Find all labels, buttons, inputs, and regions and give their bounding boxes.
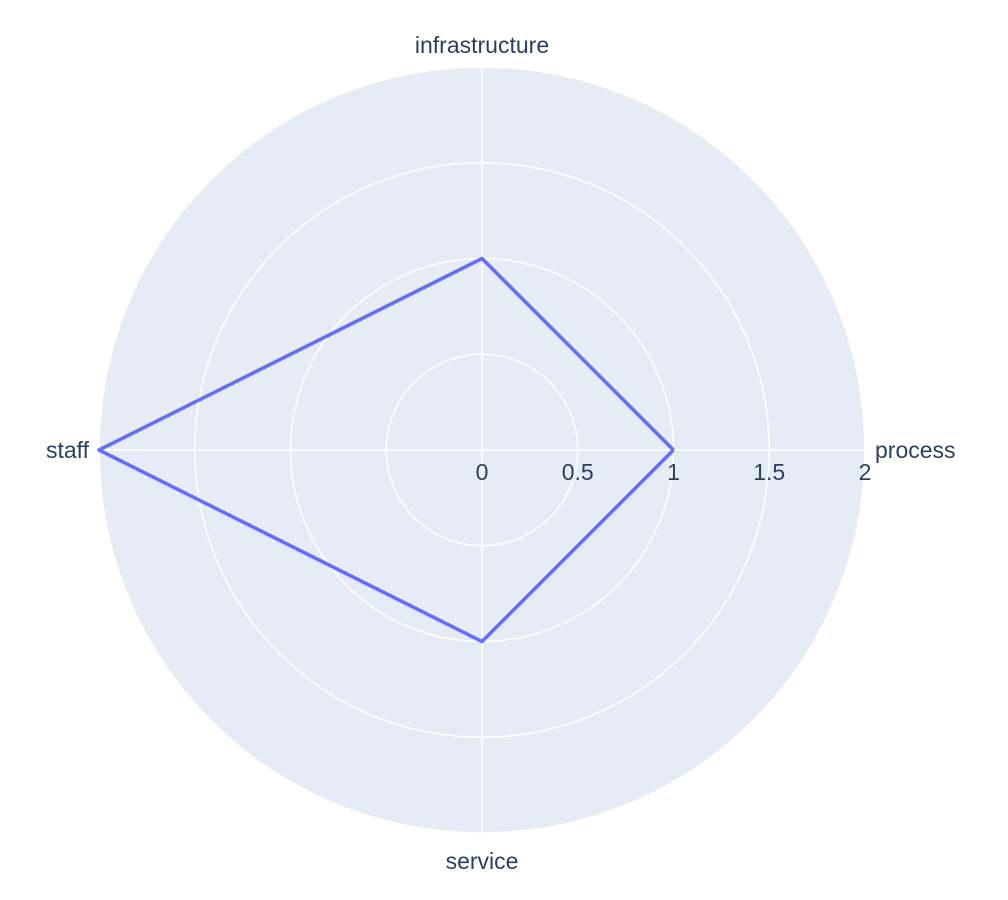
radial-tick-label: 0.5 bbox=[562, 459, 594, 485]
category-label-service: service bbox=[446, 848, 519, 874]
radial-tick-label: 1 bbox=[667, 459, 680, 485]
radial-tick-label: 0 bbox=[476, 459, 489, 485]
radial-tick-label: 1.5 bbox=[753, 459, 785, 485]
category-label-infrastructure: infrastructure bbox=[415, 32, 549, 58]
data-traces bbox=[97, 256, 675, 644]
category-label-staff: staff bbox=[46, 437, 90, 463]
category-labels: process infrastructure staff service bbox=[46, 32, 956, 874]
radial-tick-labels: 0 0.5 1 1.5 2 bbox=[476, 459, 872, 485]
category-label-process: process bbox=[875, 437, 956, 463]
series-line bbox=[97, 256, 675, 644]
radial-tick-label: 2 bbox=[859, 459, 872, 485]
